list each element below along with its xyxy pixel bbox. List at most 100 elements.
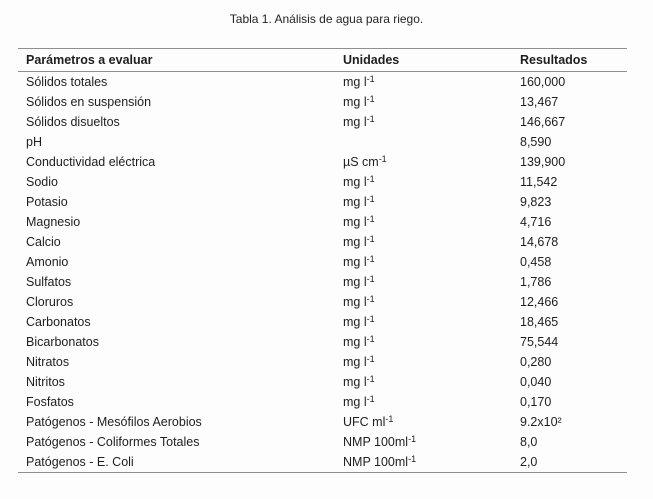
unit-superscript: -1 [366, 114, 375, 124]
param-cell: Calcio [26, 235, 61, 249]
table-caption: Tabla 1. Análisis de agua para riego. [229, 12, 424, 26]
result-cell: 75,544 [520, 335, 559, 349]
result-cell: 4,716 [520, 215, 552, 229]
param-cell: Sólidos en suspensión [26, 95, 152, 109]
param-cell: Sólidos totales [26, 75, 108, 89]
unit-superscript: -1 [366, 74, 375, 84]
result-cell: 0,040 [520, 375, 552, 389]
unit-base: mg l [343, 255, 367, 269]
param-cell: pH [26, 135, 42, 149]
result-cell: 11,542 [520, 175, 558, 189]
param-cell: Conductividad eléctrica [26, 155, 156, 169]
table-row: Sodio mg l-1 11,542 [18, 172, 627, 192]
table-row: Nitritos mg l-1 0,040 [18, 372, 627, 392]
table-row: Sulfatos mg l-1 1,786 [18, 272, 627, 292]
param-cell: Carbonatos [26, 315, 91, 329]
param-cell: Sodio [26, 175, 58, 189]
unit-cell: mg l-1 [343, 312, 520, 332]
unit-superscript: -1 [366, 294, 375, 304]
result-cell: 9,823 [520, 195, 552, 209]
param-cell: Patógenos - Mesófilos Aerobios [26, 415, 202, 429]
unit-base: mg l [343, 95, 367, 109]
table-row: Amonio mg l-1 0,458 [18, 252, 627, 272]
result-cell: 160,000 [520, 75, 566, 89]
result-cell: 1,786 [520, 275, 552, 289]
unit-superscript: -1 [385, 414, 394, 424]
result-cell: 2,0 [520, 455, 538, 469]
unit-superscript: -1 [366, 94, 375, 104]
table-row: pH 8,590 [18, 132, 627, 152]
document-page: Tabla 1. Análisis de agua para riego. Pa… [18, 12, 627, 473]
unit-base: mg l [343, 335, 367, 349]
unit-cell: mg l-1 [343, 92, 520, 112]
unit-cell: mg l-1 [343, 352, 520, 372]
unit-superscript: -1 [366, 174, 375, 184]
header-unidades: Unidades [343, 53, 400, 67]
unit-cell: mg l-1 [343, 272, 520, 292]
param-cell: Magnesio [26, 215, 81, 229]
unit-base: mg l [343, 315, 367, 329]
table-row: Patógenos - Mesófilos Aerobios UFC ml-1 9.… [18, 412, 627, 432]
unit-superscript: -1 [366, 234, 375, 244]
unit-cell: mg l-1 [343, 292, 520, 312]
table-row: Magnesio mg l-1 4,716 [18, 212, 627, 232]
unit-cell: mg l-1 [343, 72, 520, 93]
unit-cell: mg l-1 [343, 172, 520, 192]
param-cell: Amonio [26, 255, 69, 269]
result-cell: 14,678 [520, 235, 559, 249]
unit-cell: mg l-1 [343, 252, 520, 272]
param-cell: Nitritos [26, 375, 65, 389]
param-cell: Cloruros [26, 295, 74, 309]
result-cell: 139,900 [520, 155, 566, 169]
unit-superscript: -1 [366, 314, 375, 324]
unit-cell: NMP 100ml-1 [343, 432, 520, 452]
param-cell: Bicarbonatos [26, 335, 99, 349]
result-cell: 12,466 [520, 295, 559, 309]
unit-cell: mg l-1 [343, 192, 520, 212]
unit-base: NMP 100ml [343, 455, 409, 469]
header-resultados: Resultados [520, 53, 588, 67]
unit-cell: NMP 100ml-1 [343, 452, 520, 473]
unit-base: mg l [343, 215, 367, 229]
unit-superscript: -1 [366, 354, 375, 364]
unit-superscript: -1 [366, 254, 375, 264]
unit-superscript: -1 [408, 434, 417, 444]
unit-superscript: -1 [366, 194, 375, 204]
param-cell: Patógenos - Coliformes Totales [26, 435, 200, 449]
unit-base: mg l [343, 175, 367, 189]
unit-base: mg l [343, 375, 367, 389]
param-cell: Potasio [26, 195, 68, 209]
param-cell: Patógenos - E. Coli [26, 455, 134, 469]
result-cell: 0,458 [520, 255, 552, 269]
result-cell: 8,590 [520, 135, 552, 149]
unit-base: mg l [343, 295, 367, 309]
unit-base: mg l [343, 195, 367, 209]
result-cell: 146,667 [520, 115, 566, 129]
unit-cell: mg l-1 [343, 372, 520, 392]
table-row: Potasio mg l-1 9,823 [18, 192, 627, 212]
unit-cell [343, 132, 520, 152]
unit-base: mg l [343, 275, 367, 289]
unit-cell: mg l-1 [343, 392, 520, 412]
table-row: Conductividad eléctrica µS cm-1 139,900 [18, 152, 627, 172]
table-row: Patógenos - Coliformes Totales NMP 100ml-… [18, 432, 627, 452]
unit-superscript: -1 [366, 334, 375, 344]
unit-base: UFC ml [343, 415, 386, 429]
unit-superscript: -1 [366, 374, 375, 384]
result-cell: 18,465 [520, 315, 559, 329]
result-cell: 13,467 [520, 95, 559, 109]
param-cell: Fosfatos [26, 395, 74, 409]
unit-cell: µS cm-1 [343, 152, 520, 172]
table-row: Bicarbonatos mg l-1 75,544 [18, 332, 627, 352]
unit-base: µS cm [343, 155, 379, 169]
unit-base: mg l [343, 115, 367, 129]
unit-superscript: -1 [366, 214, 375, 224]
param-cell: Sólidos disueltos [26, 115, 120, 129]
header-row: Parámetros a evaluar Unidades Resultados [18, 48, 627, 72]
result-cell: 0,280 [520, 355, 552, 369]
result-cell: 0,170 [520, 395, 552, 409]
table-row: Fosfatos mg l-1 0,170 [18, 392, 627, 412]
table-row: Cloruros mg l-1 12,466 [18, 292, 627, 312]
unit-superscript: -1 [408, 454, 417, 464]
header-parametros: Parámetros a evaluar [26, 53, 153, 67]
